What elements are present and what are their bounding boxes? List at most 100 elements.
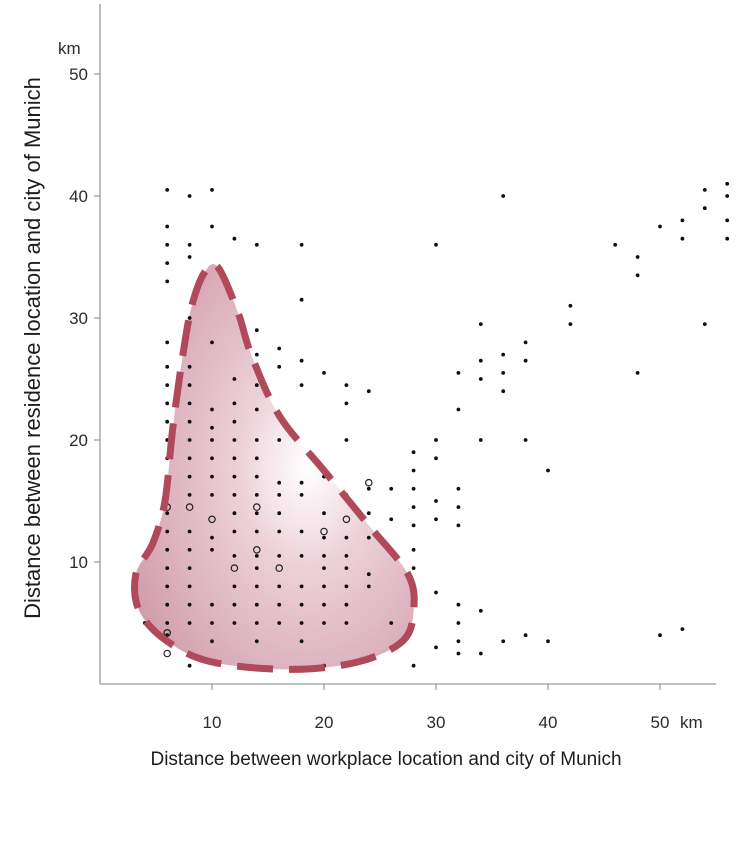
data-point [165, 511, 170, 516]
data-point [501, 639, 506, 644]
x-axis-unit-label: km [680, 713, 703, 732]
data-point [210, 639, 214, 644]
data-point [546, 639, 550, 644]
data-point [187, 419, 192, 424]
data-point [254, 328, 259, 333]
y-tick-label: 10 [69, 553, 88, 572]
data-point [478, 322, 483, 326]
data-point [658, 633, 662, 638]
data-point [366, 535, 371, 540]
data-point [389, 486, 394, 491]
data-point [232, 584, 237, 589]
data-point [187, 401, 192, 406]
data-point [254, 242, 259, 247]
x-tick-label: 20 [315, 713, 334, 732]
data-point-ring [208, 515, 216, 524]
data-point [478, 358, 483, 363]
data-point [277, 480, 282, 485]
data-point [210, 535, 214, 540]
data-point [254, 621, 259, 625]
data-point [725, 218, 730, 223]
data-point [434, 645, 438, 650]
data-point [187, 316, 192, 320]
data-point [165, 584, 170, 589]
data-point [277, 602, 282, 607]
y-tick-label: 20 [69, 431, 88, 450]
data-point [232, 493, 237, 497]
data-point [501, 371, 506, 375]
data-point-ring [185, 503, 194, 511]
data-point [232, 511, 237, 516]
data-point [344, 566, 349, 570]
data-point [478, 438, 483, 442]
data-point [187, 242, 192, 247]
data-point [322, 535, 326, 540]
data-point [254, 383, 259, 387]
x-axis-ticks: 10 20 30 40 50 [203, 684, 669, 732]
data-point [187, 547, 192, 552]
data-point [344, 602, 349, 607]
data-point [434, 438, 438, 442]
data-point [344, 621, 349, 625]
data-point [456, 407, 461, 412]
x-tick-label: 30 [427, 713, 446, 732]
data-point [725, 236, 730, 241]
data-point [434, 456, 438, 461]
data-point [299, 584, 304, 589]
data-point [254, 584, 259, 589]
axes: 10 20 30 40 50 10 20 30 40 50 km km [58, 4, 716, 732]
data-point-ring [320, 527, 328, 536]
data-point [187, 621, 192, 625]
y-tick-label: 30 [69, 309, 88, 328]
data-point [187, 438, 192, 442]
data-point [232, 456, 237, 461]
data-point [254, 474, 259, 479]
data-point [299, 602, 304, 607]
data-point [254, 602, 259, 607]
data-point [702, 322, 707, 326]
data-point [232, 419, 237, 424]
data-point [411, 468, 416, 473]
data-point [366, 584, 371, 589]
data-point [232, 236, 237, 241]
data-point [725, 181, 730, 186]
highlight-region-fill [134, 264, 415, 670]
data-point [165, 242, 170, 247]
y-tick-label: 50 [69, 65, 88, 84]
data-point [568, 322, 573, 326]
data-point-ring [163, 628, 172, 637]
data-point [434, 242, 438, 247]
data-point [478, 651, 483, 656]
data-point [366, 572, 371, 577]
data-point [254, 438, 259, 442]
data-point [434, 517, 438, 522]
data-point [411, 505, 416, 509]
data-point [165, 419, 170, 424]
data-point [456, 621, 461, 625]
data-point [456, 523, 461, 528]
data-point [210, 493, 214, 497]
data-point-ring [275, 564, 284, 572]
data-point [702, 206, 707, 211]
data-point [411, 523, 416, 528]
x-tick-label: 10 [203, 713, 222, 732]
data-point [411, 566, 416, 570]
data-point [254, 529, 259, 534]
data-point [165, 261, 170, 265]
x-axis-title: Distance between workplace location and … [150, 749, 621, 770]
y-axis-title: Distance between residence location and … [20, 77, 45, 619]
data-point [456, 505, 461, 509]
data-point [389, 517, 394, 522]
y-axis-unit-label: km [58, 39, 81, 58]
data-point [277, 346, 282, 351]
data-point [501, 389, 506, 394]
data-point [478, 377, 483, 381]
data-point [456, 602, 461, 607]
data-point-ring [342, 515, 351, 524]
data-point [322, 602, 326, 607]
data-point [344, 401, 349, 406]
data-point [210, 438, 214, 442]
data-point [411, 450, 416, 455]
data-point [210, 456, 214, 461]
data-point [434, 590, 438, 595]
